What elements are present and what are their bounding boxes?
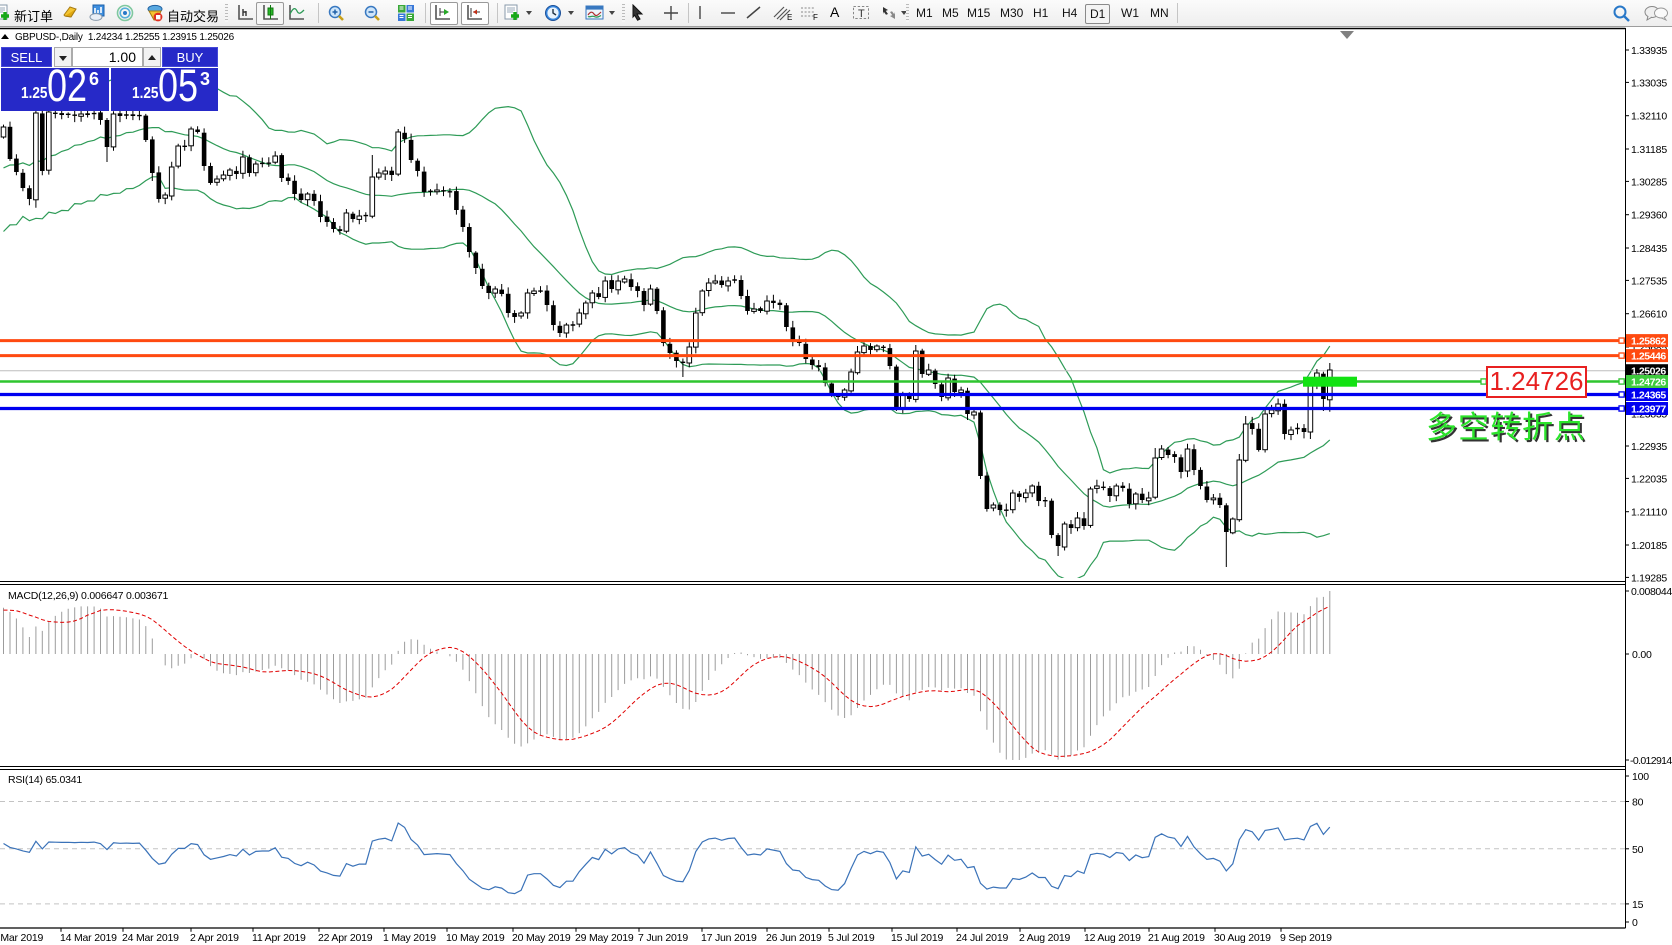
svg-text:100: 100 (1632, 771, 1649, 783)
svg-text:多空转折点: 多空转折点 (1428, 412, 1588, 447)
svg-text:17 Jun 2019: 17 Jun 2019 (701, 932, 757, 944)
svg-text:1.30285: 1.30285 (1631, 176, 1667, 188)
svg-text:1.25446: 1.25446 (1631, 351, 1666, 363)
svg-text:9 Sep 2019: 9 Sep 2019 (1280, 932, 1332, 944)
svg-text:T: T (858, 8, 865, 20)
svg-text:1.23977: 1.23977 (1631, 404, 1666, 416)
svg-text:24 Jul 2019: 24 Jul 2019 (956, 932, 1008, 944)
svg-text:F: F (813, 13, 818, 22)
svg-text:50: 50 (1632, 844, 1644, 856)
svg-text:2 Aug 2019: 2 Aug 2019 (1019, 932, 1070, 944)
svg-text:30 Aug 2019: 30 Aug 2019 (1214, 932, 1271, 944)
svg-text:22 Apr 2019: 22 Apr 2019 (318, 932, 373, 944)
svg-text:1.24726: 1.24726 (1631, 377, 1666, 389)
svg-text:1.26610: 1.26610 (1631, 309, 1667, 321)
svg-text:RSI(14) 65.0341: RSI(14) 65.0341 (8, 774, 82, 786)
svg-text:1.22035: 1.22035 (1631, 473, 1667, 485)
svg-text:15: 15 (1632, 899, 1644, 911)
svg-text:1.19285: 1.19285 (1631, 572, 1667, 584)
svg-text:2 Apr 2019: 2 Apr 2019 (190, 932, 239, 944)
svg-text:0: 0 (1632, 917, 1638, 929)
svg-text:29 May 2019: 29 May 2019 (575, 932, 634, 944)
svg-text:10 May 2019: 10 May 2019 (446, 932, 505, 944)
svg-text:5 Mar 2019: 5 Mar 2019 (0, 932, 43, 944)
svg-text:15 Jul 2019: 15 Jul 2019 (891, 932, 943, 944)
svg-text:24 Mar 2019: 24 Mar 2019 (122, 932, 179, 944)
svg-text:0.00: 0.00 (1632, 649, 1652, 661)
svg-text:0.008044: 0.008044 (1631, 586, 1672, 598)
svg-text:14 Mar 2019: 14 Mar 2019 (60, 932, 117, 944)
svg-text:1 May 2019: 1 May 2019 (383, 932, 436, 944)
svg-text:1.27535: 1.27535 (1631, 275, 1667, 287)
svg-text:1.24365: 1.24365 (1631, 390, 1666, 402)
svg-text:E: E (787, 13, 792, 22)
svg-text:80: 80 (1632, 797, 1644, 809)
svg-text:20 May 2019: 20 May 2019 (512, 932, 571, 944)
svg-text:1.22935: 1.22935 (1631, 441, 1667, 453)
svg-text:-0.012914: -0.012914 (1630, 755, 1672, 767)
svg-text:21 Aug 2019: 21 Aug 2019 (1148, 932, 1205, 944)
svg-text:1.29360: 1.29360 (1631, 210, 1667, 222)
svg-text:11 Apr 2019: 11 Apr 2019 (252, 932, 306, 944)
svg-text:26 Jun 2019: 26 Jun 2019 (766, 932, 822, 944)
svg-text:1.33935: 1.33935 (1631, 45, 1667, 57)
svg-text:7 Jun 2019: 7 Jun 2019 (638, 932, 688, 944)
svg-text:1.25862: 1.25862 (1631, 336, 1666, 348)
svg-text:1.24726: 1.24726 (1490, 366, 1584, 396)
svg-text:1.21110: 1.21110 (1631, 507, 1667, 519)
svg-text:1.20185: 1.20185 (1631, 540, 1667, 552)
svg-text:多空转折点: 多空转折点 (1426, 410, 1586, 445)
svg-text:1.28435: 1.28435 (1631, 243, 1667, 255)
svg-text:MACD(12,26,9) 0.006647 0.00367: MACD(12,26,9) 0.006647 0.003671 (8, 590, 169, 602)
svg-text:1.32110: 1.32110 (1631, 111, 1667, 123)
svg-text:1.25026: 1.25026 (1631, 366, 1666, 378)
svg-text:1.31185: 1.31185 (1631, 144, 1667, 156)
svg-text:1.33035: 1.33035 (1631, 77, 1667, 89)
svg-text:5 Jul 2019: 5 Jul 2019 (828, 932, 875, 944)
svg-text:12 Aug 2019: 12 Aug 2019 (1084, 932, 1141, 944)
